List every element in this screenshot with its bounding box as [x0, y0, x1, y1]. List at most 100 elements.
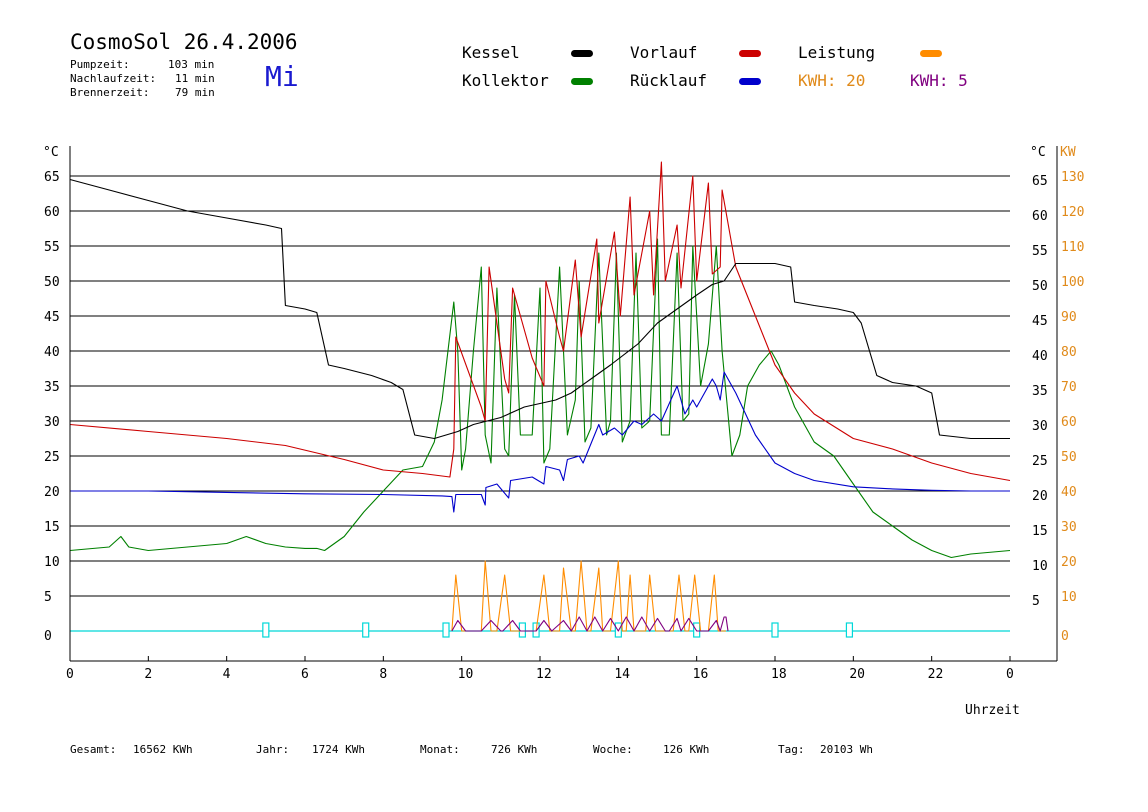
y-tick-label-right-kw: 40	[1061, 485, 1077, 500]
series-line-ruecklauf	[70, 371, 1010, 513]
y-tick-label-left: 20	[44, 485, 60, 500]
series-line-vorlauf	[69, 161, 1011, 482]
nachlauf-time-label: Nachlaufzeit:	[70, 72, 157, 85]
y-axis-unit-left: °C	[43, 145, 59, 160]
legend-leistung-label: Leistung	[798, 43, 876, 62]
y-tick-label-right-c: 10	[1032, 559, 1048, 574]
x-axis-label: Uhrzeit	[965, 703, 1020, 718]
axes	[69, 146, 1058, 662]
y-tick-label-right-kw: 110	[1061, 240, 1084, 255]
y-tick-label-left: 45	[44, 310, 60, 325]
weekday-label: Mi	[265, 60, 299, 93]
y-tick-label-right-kw: 100	[1061, 275, 1084, 290]
y-tick-label-left: 60	[44, 205, 60, 220]
x-tick-label: 6	[301, 667, 309, 682]
legend-kessel-swatch	[571, 50, 593, 57]
y-tick-label-right-kw: 90	[1061, 310, 1077, 325]
nachlauf-time-value: 11 min	[175, 72, 215, 85]
baseline-marker	[845, 622, 854, 638]
y-tick-label-left: 0	[44, 629, 52, 644]
y-tick-label-left: 50	[44, 275, 60, 290]
legend-kwh-leistung: KWH: 20	[798, 71, 866, 90]
legend-ruecklauf-label: Rücklauf	[630, 71, 708, 90]
footer-day-label: Tag:	[778, 743, 805, 756]
chart-title: CosmoSol 26.4.2006	[70, 30, 298, 54]
y-tick-label-right-c: 35	[1032, 384, 1048, 399]
y-tick-label-right-kw: 50	[1061, 450, 1077, 465]
y-tick-label-left: 65	[44, 170, 60, 185]
pump-time-value: 103 min	[168, 58, 215, 71]
y-tick-label-right-kw: 30	[1061, 520, 1077, 535]
y-tick-label-right-c: 55	[1032, 244, 1048, 259]
x-tick-label: 18	[771, 667, 787, 682]
x-tick-label: 10	[458, 667, 474, 682]
legend-vorlauf-label: Vorlauf	[630, 43, 698, 62]
legend-leistung-swatch	[920, 50, 942, 57]
y-tick-label-right-c: 20	[1032, 489, 1048, 504]
series-line-leistung	[451, 560, 726, 632]
series-line-kwh	[451, 616, 729, 632]
x-tick-label: 12	[536, 667, 552, 682]
x-tick-label: 0	[1006, 667, 1014, 682]
series-lines	[69, 161, 1011, 632]
footer-month-label: Monat:	[420, 743, 460, 756]
baseline-marker	[442, 622, 450, 638]
x-tick-label: 14	[614, 667, 630, 682]
y-tick-label-right-c: 45	[1032, 314, 1048, 329]
y-tick-label-right-kw: 70	[1061, 380, 1077, 395]
y-tick-label-right-c: 5	[1032, 594, 1040, 609]
baseline-marker	[262, 622, 270, 638]
legend-kessel-label: Kessel	[462, 43, 520, 62]
footer-year-value: 1724 KWh	[312, 743, 365, 756]
footer-total-label: Gesamt:	[70, 743, 117, 756]
y-tick-label-left: 10	[44, 555, 60, 570]
burner-time-label: Brennerzeit:	[70, 86, 150, 99]
y-tick-label-right-kw: 20	[1061, 555, 1077, 570]
y-tick-label-left: 25	[44, 450, 60, 465]
y-tick-label-right-kw: 60	[1061, 415, 1077, 430]
x-tick-label: 16	[693, 667, 709, 682]
y-tick-label-right-kw: 120	[1061, 205, 1084, 220]
x-tick-label: 0	[66, 667, 74, 682]
legend-kollektor-label: Kollektor	[462, 71, 549, 90]
y-tick-label-left: 5	[44, 590, 52, 605]
y-tick-label-right-kw: 10	[1061, 590, 1077, 605]
footer-day-value: 20103 Wh	[820, 743, 873, 756]
series-line-kollektor	[69, 238, 1011, 559]
legend-vorlauf-swatch	[739, 50, 761, 57]
x-tick-label: 4	[223, 667, 231, 682]
tick-labels: 0 2 4 6 8 10 12 14 16 18 20 22 005101520253035404550…	[44, 170, 1084, 682]
y-tick-label-right-c: 15	[1032, 524, 1048, 539]
legend-kwh-secondary: KWH: 5	[910, 71, 968, 90]
legend-ruecklauf-swatch	[739, 78, 761, 85]
y-axis-unit-right-kw: KW	[1060, 145, 1076, 160]
y-tick-label-right-c: 40	[1032, 349, 1048, 364]
legend-kollektor-swatch	[571, 78, 593, 85]
y-tick-label-right-c: 30	[1032, 419, 1048, 434]
y-tick-label-right-c: 65	[1032, 174, 1048, 189]
x-tick-label: 20	[849, 667, 865, 682]
footer-week-value: 126 KWh	[663, 743, 710, 756]
y-tick-label-right-kw: 130	[1061, 170, 1084, 185]
y-tick-label-left: 55	[44, 240, 60, 255]
y-tick-label-right-c: 50	[1032, 279, 1048, 294]
y-tick-label-right-c: 25	[1032, 454, 1048, 469]
y-tick-label-left: 30	[44, 415, 60, 430]
footer-month-value: 726 KWh	[491, 743, 538, 756]
x-tick-label: 2	[144, 667, 152, 682]
series-line-kessel	[69, 178, 1010, 440]
burner-time-value: 79 min	[175, 86, 215, 99]
y-tick-label-right-kw: 0	[1061, 629, 1069, 644]
x-tick-label: 8	[379, 667, 387, 682]
pump-time-label: Pumpzeit:	[70, 58, 130, 71]
baseline-marker	[771, 622, 779, 638]
grid-lines	[70, 175, 1010, 638]
baseline-marker	[362, 622, 370, 638]
y-tick-label-right-c: 60	[1032, 209, 1048, 224]
y-axis-unit-right-c: °C	[1030, 145, 1046, 160]
y-tick-label-right-kw: 80	[1061, 345, 1077, 360]
y-tick-label-left: 40	[44, 345, 60, 360]
y-tick-label-left: 15	[44, 520, 60, 535]
footer-total-value: 16562 KWh	[133, 743, 193, 756]
